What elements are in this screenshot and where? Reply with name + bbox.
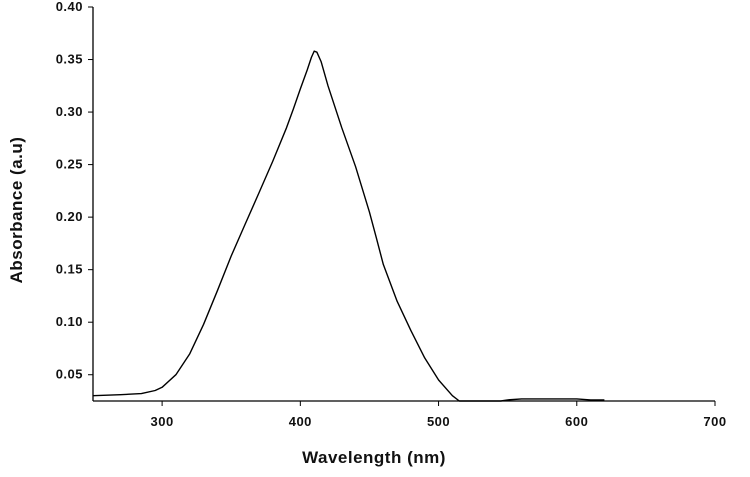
y-tick-label: 0.20 [56, 209, 83, 224]
y-tick-label: 0.30 [56, 104, 83, 119]
axes [92, 7, 715, 402]
y-tick-label: 0.25 [56, 157, 83, 172]
y-tick-label: 0.05 [56, 367, 83, 382]
x-axis-title: Wavelength (nm) [302, 448, 446, 467]
y-tick-label: 0.40 [56, 0, 83, 14]
x-tick-label: 700 [703, 414, 726, 429]
series-layer [92, 50, 605, 402]
absorbance-curve [92, 50, 605, 402]
x-tick-label: 500 [427, 414, 450, 429]
y-tick-label: 0.35 [56, 52, 83, 67]
y-axis-title: Absorbance (a.u) [7, 137, 26, 284]
y-tick-label: 0.15 [56, 262, 83, 277]
x-tick-label: 600 [565, 414, 588, 429]
x-tick-label: 300 [151, 414, 174, 429]
y-tick-label: 0.10 [56, 314, 83, 329]
x-tick-label: 400 [289, 414, 312, 429]
ticks: 300 400 500 600 700 0.05 0.10 0.15 0.20 0.25 0.30 0… [56, 0, 726, 429]
